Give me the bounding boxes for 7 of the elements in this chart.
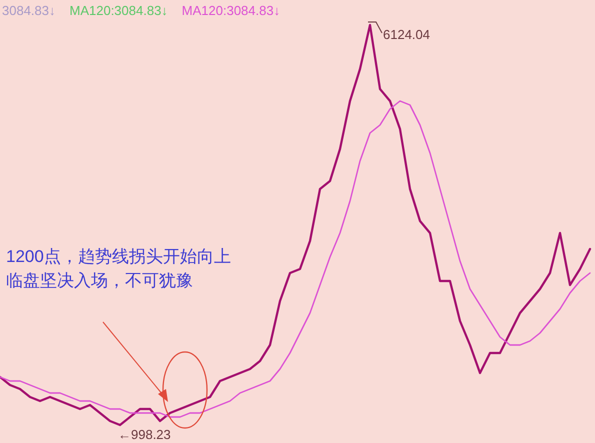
annotation: 临盘坚决入场，不可犹豫: [6, 271, 193, 290]
text: MA120:3084.83↓: [70, 3, 168, 18]
annotation: 6124.04: [383, 27, 430, 42]
text: ←998.23: [118, 427, 171, 442]
text: MA120:3084.83↓: [182, 3, 280, 18]
text: 3084.83↓: [2, 3, 56, 18]
annotation: 1200点，趋势线拐头开始向上: [6, 247, 231, 266]
